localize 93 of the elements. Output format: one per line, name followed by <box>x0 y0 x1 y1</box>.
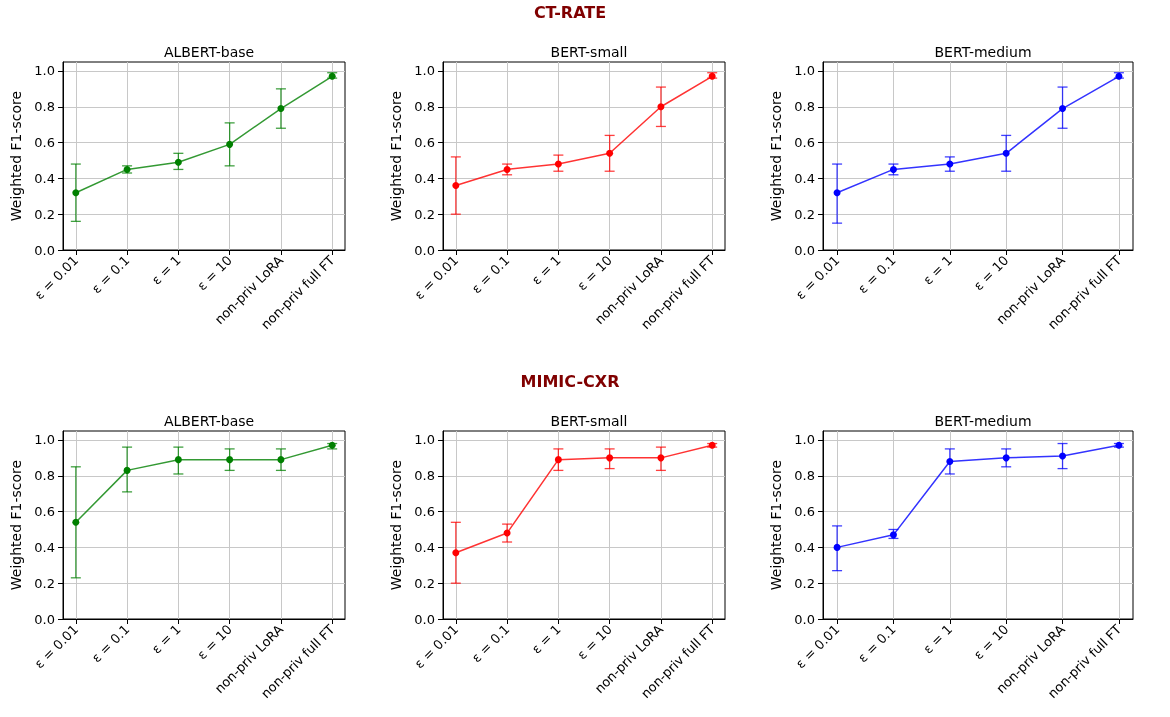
y-axis-title: Weighted F1-score <box>388 90 405 222</box>
point <box>946 457 954 465</box>
point <box>72 518 80 526</box>
y-tick-label: 0.0 <box>34 611 55 627</box>
x-tick-label: ε = 0.1 <box>88 621 133 666</box>
y-tick-label: 0.0 <box>414 611 435 627</box>
y-tick-label: 1.0 <box>414 63 435 79</box>
point <box>123 466 131 474</box>
y-tick-label: 0.6 <box>794 504 815 520</box>
x-tick-label: ε = 1 <box>528 621 564 657</box>
y-tick-label: 0.4 <box>34 170 55 186</box>
y-tick-label: 0.8 <box>414 99 435 115</box>
point <box>452 182 460 190</box>
chart-title: BERT-medium <box>934 413 1032 429</box>
y-tick-label: 0.4 <box>414 539 435 555</box>
x-tick-label: ε = 10 <box>194 252 235 294</box>
x-tick-label: ε = 1 <box>920 621 956 657</box>
point <box>554 160 562 168</box>
y-tick-label: 0.2 <box>414 206 435 222</box>
text: CT-RATE <box>533 2 607 22</box>
chart-title: BERT-small <box>550 44 628 60</box>
y-tick-label: 0.2 <box>794 575 815 591</box>
point <box>554 456 562 464</box>
y-tick-label: 0.6 <box>794 135 815 151</box>
point <box>452 549 460 557</box>
y-tick-label: 0.0 <box>794 242 815 258</box>
point <box>833 543 841 551</box>
y-tick-label: 0.8 <box>794 468 815 484</box>
y-tick-label: 0.4 <box>794 539 815 555</box>
y-tick-label: 0.2 <box>34 575 55 591</box>
x-tick-label: ε = 10 <box>574 621 615 663</box>
x-tick-label: ε = 0.1 <box>88 252 133 297</box>
y-tick-label: 1.0 <box>34 63 55 79</box>
y-tick-label: 0.8 <box>794 99 815 115</box>
point <box>946 160 954 168</box>
x-tick-label: ε = 1 <box>148 252 184 288</box>
point <box>1059 452 1067 460</box>
x-tick-label: ε = 0.1 <box>468 252 513 297</box>
y-axis-title: Weighted F1-score <box>8 459 25 591</box>
point <box>657 454 665 462</box>
x-tick-label: ε = 0.1 <box>855 252 899 297</box>
y-tick-label: 0.6 <box>414 135 435 151</box>
point <box>174 456 182 464</box>
y-tick-label: 0.8 <box>34 99 55 115</box>
text: MIMIC-CXR <box>520 371 620 391</box>
y-tick-label: 0.4 <box>794 170 815 186</box>
point <box>277 105 285 113</box>
point <box>277 456 285 464</box>
y-tick-label: 0.4 <box>414 170 435 186</box>
x-tick-label: ε = 1 <box>920 252 956 288</box>
point <box>1059 105 1067 113</box>
x-tick-label: ε = 10 <box>194 621 235 663</box>
y-tick-label: 0.2 <box>794 206 815 222</box>
y-tick-label: 0.8 <box>34 468 55 484</box>
chart-title: ALBERT-base <box>163 44 255 60</box>
chart-title: ALBERT-base <box>163 413 255 429</box>
y-tick-label: 0.2 <box>34 206 55 222</box>
x-tick-label: ε = 1 <box>148 621 184 657</box>
y-tick-label: 1.0 <box>34 432 55 448</box>
y-tick-label: 1.0 <box>414 432 435 448</box>
y-tick-label: 1.0 <box>794 63 815 79</box>
x-tick-label: ε = 1 <box>528 252 564 288</box>
y-tick-label: 0.0 <box>34 242 55 258</box>
point <box>226 140 234 148</box>
y-tick-label: 0.6 <box>34 135 55 151</box>
point <box>1002 149 1010 157</box>
y-tick-label: 0.4 <box>34 539 55 555</box>
point <box>226 456 234 464</box>
x-tick-label: ε = 10 <box>970 252 1012 294</box>
y-tick-label: 0.2 <box>414 575 435 591</box>
point <box>833 189 841 197</box>
x-tick-label: ε = 0.1 <box>855 621 899 666</box>
y-axis-title: Weighted F1-score <box>388 459 405 591</box>
point <box>1002 454 1010 462</box>
y-tick-label: 1.0 <box>794 432 815 448</box>
y-tick-label: 0.6 <box>414 504 435 520</box>
y-tick-label: 0.0 <box>414 242 435 258</box>
y-axis-title: Weighted F1-score <box>768 90 785 222</box>
y-tick-label: 0.6 <box>34 504 55 520</box>
x-tick-label: ε = 10 <box>970 621 1012 663</box>
x-tick-label: ε = 10 <box>574 252 615 294</box>
point <box>606 454 614 462</box>
y-axis-title: Weighted F1-score <box>768 459 785 591</box>
point <box>606 149 614 157</box>
point <box>72 189 80 197</box>
x-tick-label: ε = 0.1 <box>468 621 513 666</box>
chart-title: BERT-small <box>550 413 628 429</box>
y-axis-title: Weighted F1-score <box>8 90 25 222</box>
point <box>657 103 665 111</box>
y-tick-label: 0.0 <box>794 611 815 627</box>
point <box>174 158 182 166</box>
chart-title: BERT-medium <box>934 44 1032 60</box>
y-tick-label: 0.8 <box>414 468 435 484</box>
